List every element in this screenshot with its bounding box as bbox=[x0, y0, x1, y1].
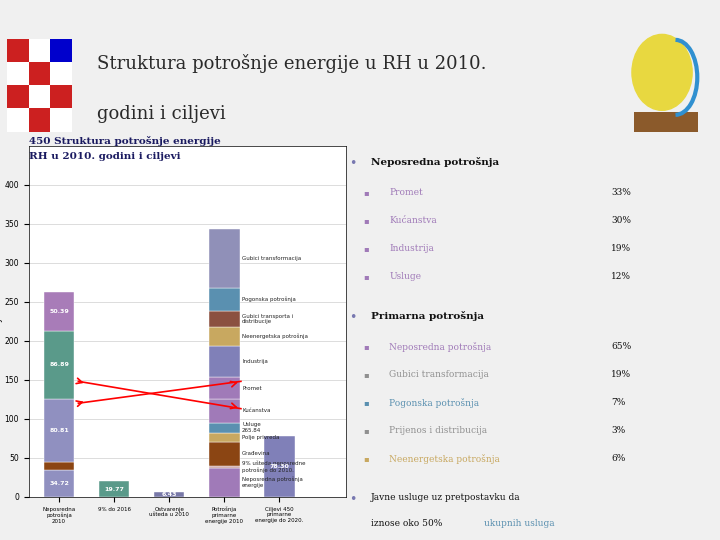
FancyBboxPatch shape bbox=[50, 62, 72, 85]
Text: 86.89: 86.89 bbox=[49, 362, 69, 368]
Text: Pogonska potrošnja: Pogonska potrošnja bbox=[242, 296, 296, 302]
Text: Industrija: Industrija bbox=[390, 244, 434, 253]
Text: Polje privreda: Polje privreda bbox=[242, 435, 279, 440]
Bar bbox=[210, 311, 240, 327]
FancyBboxPatch shape bbox=[29, 38, 50, 62]
Bar bbox=[210, 433, 240, 442]
Text: 78.30: 78.30 bbox=[269, 464, 289, 469]
Bar bbox=[210, 230, 240, 288]
Y-axis label: PJ: PJ bbox=[0, 318, 1, 325]
Text: •: • bbox=[349, 494, 356, 507]
Bar bbox=[210, 442, 240, 465]
Text: 6%: 6% bbox=[611, 454, 626, 463]
Text: 7%: 7% bbox=[611, 398, 626, 407]
Text: ▪: ▪ bbox=[364, 216, 369, 225]
Text: •: • bbox=[349, 158, 356, 171]
FancyBboxPatch shape bbox=[7, 85, 29, 109]
Text: Neposredna potrošnja: Neposredna potrošnja bbox=[371, 158, 499, 167]
Circle shape bbox=[632, 35, 692, 110]
FancyBboxPatch shape bbox=[50, 109, 72, 132]
Text: ▪: ▪ bbox=[364, 244, 369, 253]
Text: 12%: 12% bbox=[611, 272, 631, 281]
Bar bbox=[210, 465, 240, 468]
Text: Gubici transformacija: Gubici transformacija bbox=[242, 256, 301, 261]
Bar bbox=[44, 331, 74, 399]
Text: Neenergetska potrošnja: Neenergetska potrošnja bbox=[390, 454, 500, 464]
Text: Usluge
265.84: Usluge 265.84 bbox=[242, 422, 261, 433]
Text: 33%: 33% bbox=[611, 188, 631, 197]
Text: ▪: ▪ bbox=[364, 342, 369, 351]
Text: Struktura potrošnje energije u RH u 2010.: Struktura potrošnje energije u RH u 2010… bbox=[97, 54, 487, 73]
Text: godini i ciljevi: godini i ciljevi bbox=[97, 105, 226, 123]
Text: 80.81: 80.81 bbox=[49, 428, 69, 433]
Text: ▪: ▪ bbox=[364, 370, 369, 379]
FancyBboxPatch shape bbox=[29, 109, 50, 132]
Bar bbox=[44, 462, 74, 470]
Bar bbox=[210, 346, 240, 377]
Bar bbox=[210, 423, 240, 433]
Text: iznose oko 50%: iznose oko 50% bbox=[371, 518, 445, 528]
Text: 6.43: 6.43 bbox=[161, 492, 177, 497]
Text: Primarna potrošnja: Primarna potrošnja bbox=[371, 312, 484, 321]
Text: ▪: ▪ bbox=[364, 454, 369, 463]
Bar bbox=[210, 468, 240, 497]
Text: ▪: ▪ bbox=[364, 272, 369, 281]
Bar bbox=[210, 288, 240, 311]
Text: Neenergetska potrošnja: Neenergetska potrošnja bbox=[242, 334, 308, 339]
Bar bbox=[99, 481, 130, 497]
Text: Promet: Promet bbox=[242, 386, 261, 391]
Text: Javne usluge uz pretpostavku da: Javne usluge uz pretpostavku da bbox=[371, 494, 521, 502]
Text: 34.72: 34.72 bbox=[49, 481, 69, 486]
Text: 9% ušteda neposredne
potrošnje do 2010.: 9% ušteda neposredne potrošnje do 2010. bbox=[242, 461, 305, 472]
Text: 19%: 19% bbox=[611, 244, 631, 253]
Text: 3%: 3% bbox=[611, 426, 625, 435]
FancyBboxPatch shape bbox=[7, 62, 29, 85]
Text: Kućanstva: Kućanstva bbox=[390, 216, 437, 225]
FancyBboxPatch shape bbox=[50, 38, 72, 62]
Text: Neposredna potrošnja
energije: Neposredna potrošnja energije bbox=[242, 477, 303, 488]
Bar bbox=[154, 492, 184, 497]
Text: Građevina: Građevina bbox=[242, 451, 271, 456]
Text: RH u 2010. godini i ciljevi: RH u 2010. godini i ciljevi bbox=[29, 152, 180, 161]
FancyBboxPatch shape bbox=[50, 85, 72, 109]
FancyBboxPatch shape bbox=[634, 112, 698, 132]
Text: ▪: ▪ bbox=[364, 426, 369, 435]
Bar bbox=[44, 292, 74, 331]
FancyBboxPatch shape bbox=[29, 85, 50, 109]
FancyBboxPatch shape bbox=[7, 38, 29, 62]
Text: 19.77: 19.77 bbox=[104, 487, 124, 491]
Text: Industrija: Industrija bbox=[242, 359, 268, 364]
Text: 50.39: 50.39 bbox=[49, 309, 69, 314]
Bar bbox=[210, 327, 240, 346]
Text: ▪: ▪ bbox=[364, 188, 369, 197]
Bar bbox=[210, 377, 240, 399]
Bar bbox=[264, 436, 294, 497]
Text: 65%: 65% bbox=[611, 342, 631, 351]
Bar bbox=[44, 399, 74, 462]
Text: 19%: 19% bbox=[611, 370, 631, 379]
Text: Prijenos i distribucija: Prijenos i distribucija bbox=[390, 426, 487, 435]
Text: •: • bbox=[349, 312, 356, 325]
Text: Gubici transformacija: Gubici transformacija bbox=[390, 370, 489, 379]
FancyBboxPatch shape bbox=[7, 109, 29, 132]
Text: Pogonska potrošnja: Pogonska potrošnja bbox=[390, 398, 480, 408]
Text: 30%: 30% bbox=[611, 216, 631, 225]
Text: ▪: ▪ bbox=[364, 398, 369, 407]
FancyBboxPatch shape bbox=[29, 62, 50, 85]
Text: Neposredna potrošnja: Neposredna potrošnja bbox=[390, 342, 492, 352]
Text: Promet: Promet bbox=[390, 188, 423, 197]
Bar bbox=[44, 470, 74, 497]
Bar bbox=[210, 399, 240, 423]
Text: 450 Struktura potrošnje energije: 450 Struktura potrošnje energije bbox=[29, 136, 220, 146]
Text: Kućanstva: Kućanstva bbox=[242, 408, 271, 414]
Text: Gubici transporta i
distribucije: Gubici transporta i distribucije bbox=[242, 314, 293, 325]
Text: ukupnih usluga: ukupnih usluga bbox=[484, 518, 554, 528]
Text: Usluge: Usluge bbox=[390, 272, 421, 281]
